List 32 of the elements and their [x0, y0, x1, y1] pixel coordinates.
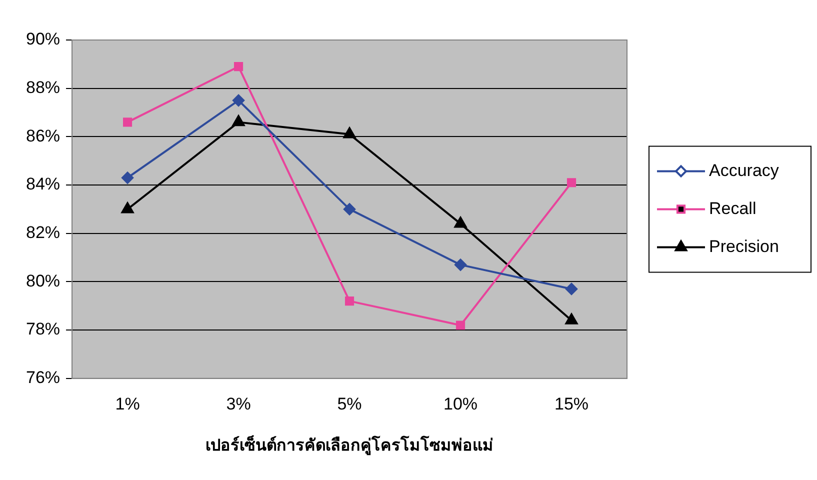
x-tick-label: 3%: [226, 394, 251, 414]
x-axis-title: เปอร์เซ็นต์การคัดเลือกคู่โครโมโซมพ่อแม่: [206, 434, 494, 457]
point: [122, 118, 132, 127]
y-tick-label: 82%: [26, 223, 60, 242]
x-tick-label: 5%: [337, 394, 362, 414]
y-tick-label: 84%: [26, 174, 60, 194]
point: [344, 203, 356, 216]
y-tick-label: 80%: [26, 271, 60, 290]
legend-label: Recall: [709, 198, 756, 218]
point: [565, 313, 578, 324]
y-tick-label: 86%: [26, 126, 60, 146]
point: [234, 62, 244, 72]
point: [344, 296, 354, 306]
point: [454, 258, 467, 271]
y-tick-label: 78%: [26, 320, 60, 339]
point: [232, 94, 245, 106]
point: [454, 216, 467, 228]
point: [343, 127, 356, 138]
y-tick-label: 76%: [26, 368, 60, 388]
point: [122, 172, 134, 184]
legend-label: Precision: [709, 236, 779, 256]
y-tick-label: 88%: [26, 78, 60, 98]
point: [121, 202, 134, 214]
x-tick-label: 1%: [115, 394, 140, 414]
x-tick-label: 15%: [554, 394, 589, 414]
point: [456, 320, 466, 330]
legend-label: Accuracy: [709, 160, 780, 180]
point: [566, 178, 576, 188]
point: [566, 282, 578, 295]
y-tick-label: 90%: [26, 30, 60, 49]
point: [232, 115, 245, 126]
x-tick-label: 10%: [443, 394, 478, 414]
